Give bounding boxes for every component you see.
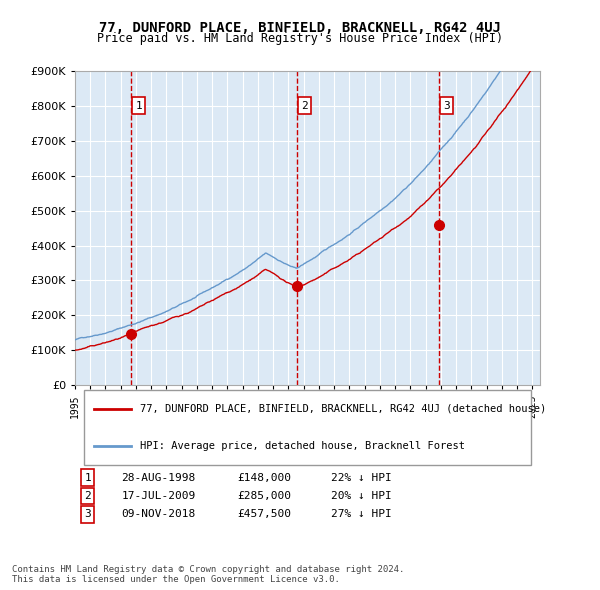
- Text: 77, DUNFORD PLACE, BINFIELD, BRACKNELL, RG42 4UJ: 77, DUNFORD PLACE, BINFIELD, BRACKNELL, …: [99, 21, 501, 35]
- Text: 17-JUL-2009: 17-JUL-2009: [121, 491, 196, 501]
- Text: £457,500: £457,500: [238, 510, 292, 519]
- Text: 09-NOV-2018: 09-NOV-2018: [121, 510, 196, 519]
- Text: 28-AUG-1998: 28-AUG-1998: [121, 473, 196, 483]
- Text: 2: 2: [84, 491, 91, 501]
- Text: 3: 3: [443, 101, 450, 111]
- Text: 3: 3: [84, 510, 91, 519]
- Text: 77, DUNFORD PLACE, BINFIELD, BRACKNELL, RG42 4UJ (detached house): 77, DUNFORD PLACE, BINFIELD, BRACKNELL, …: [140, 404, 547, 414]
- Text: £285,000: £285,000: [238, 491, 292, 501]
- Text: Contains HM Land Registry data © Crown copyright and database right 2024.
This d: Contains HM Land Registry data © Crown c…: [12, 565, 404, 584]
- Text: 27% ↓ HPI: 27% ↓ HPI: [331, 510, 392, 519]
- Text: 1: 1: [135, 101, 142, 111]
- Text: 22% ↓ HPI: 22% ↓ HPI: [331, 473, 392, 483]
- Text: 1: 1: [84, 473, 91, 483]
- FancyBboxPatch shape: [84, 389, 531, 465]
- Text: 20% ↓ HPI: 20% ↓ HPI: [331, 491, 392, 501]
- Text: £148,000: £148,000: [238, 473, 292, 483]
- Text: HPI: Average price, detached house, Bracknell Forest: HPI: Average price, detached house, Brac…: [140, 441, 465, 451]
- Text: Price paid vs. HM Land Registry's House Price Index (HPI): Price paid vs. HM Land Registry's House …: [97, 32, 503, 45]
- Text: 2: 2: [301, 101, 308, 111]
